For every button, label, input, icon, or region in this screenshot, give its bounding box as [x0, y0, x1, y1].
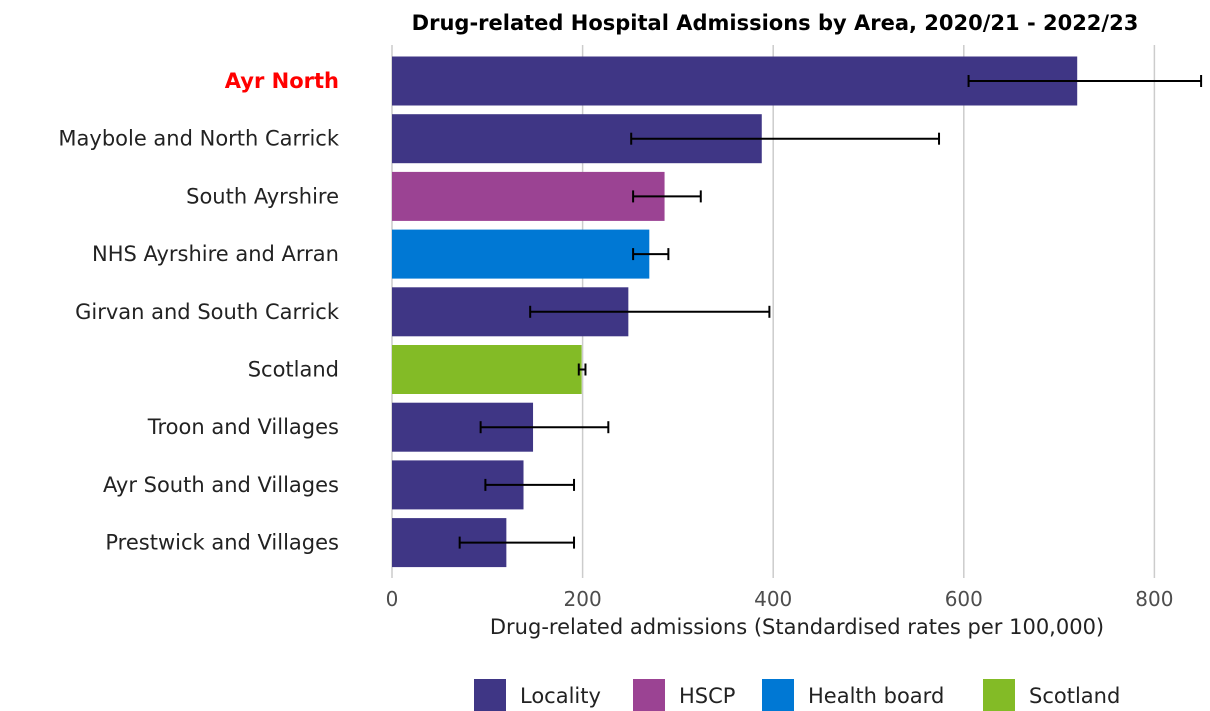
- error-bar: [632, 248, 670, 261]
- category-label: South Ayrshire: [186, 184, 339, 208]
- category-label: Girvan and South Carrick: [75, 300, 340, 324]
- error-bar: [529, 305, 771, 318]
- error-bar: [484, 478, 576, 491]
- legend-label: HSCP: [679, 684, 735, 708]
- bar: [392, 56, 1078, 106]
- legend-label: Locality: [520, 684, 601, 708]
- x-tick-label: 400: [754, 587, 792, 611]
- legend-swatch: [633, 679, 665, 711]
- category-label: NHS Ayrshire and Arran: [92, 242, 339, 266]
- x-tick-label: 800: [1135, 587, 1173, 611]
- x-tick-labels: 0 200 400 600 800: [386, 587, 1174, 611]
- category-label: Prestwick and Villages: [105, 531, 339, 555]
- legend-swatch: [983, 679, 1015, 711]
- bars: [392, 56, 1078, 568]
- category-labels: Ayr North Maybole and North Carrick South …: [58, 69, 339, 555]
- error-bar: [630, 132, 941, 145]
- legend-item: HSCP: [633, 679, 735, 711]
- legend-swatch: [474, 679, 506, 711]
- error-bar: [458, 536, 576, 549]
- category-label: Ayr North: [225, 69, 339, 93]
- legend-item: Health board: [762, 679, 944, 711]
- chart-title: Drug-related Hospital Admissions by Area…: [412, 11, 1139, 35]
- bar: [392, 229, 650, 279]
- error-bar: [967, 75, 1203, 87]
- x-axis-title: Drug-related admissions (Standardised ra…: [490, 615, 1104, 639]
- x-tick-label: 200: [564, 587, 602, 611]
- error-bar: [479, 421, 610, 434]
- bar: [392, 345, 582, 394]
- legend: Locality HSCP Health board Scotland: [474, 679, 1120, 711]
- error-bars: [458, 75, 1203, 549]
- legend-label: Scotland: [1029, 684, 1120, 708]
- bar: [392, 171, 665, 221]
- category-label: Scotland: [248, 358, 339, 382]
- x-tick-label: 0: [386, 587, 399, 611]
- category-label: Maybole and North Carrick: [58, 127, 339, 151]
- legend-label: Health board: [808, 684, 944, 708]
- error-bar: [577, 363, 587, 376]
- x-tick-label: 600: [945, 587, 983, 611]
- legend-item: Scotland: [983, 679, 1120, 711]
- error-bar: [632, 190, 702, 203]
- category-label: Troon and Villages: [147, 415, 339, 439]
- category-label: Ayr South and Villages: [103, 473, 339, 497]
- legend-swatch: [762, 679, 794, 711]
- legend-item: Locality: [474, 679, 601, 711]
